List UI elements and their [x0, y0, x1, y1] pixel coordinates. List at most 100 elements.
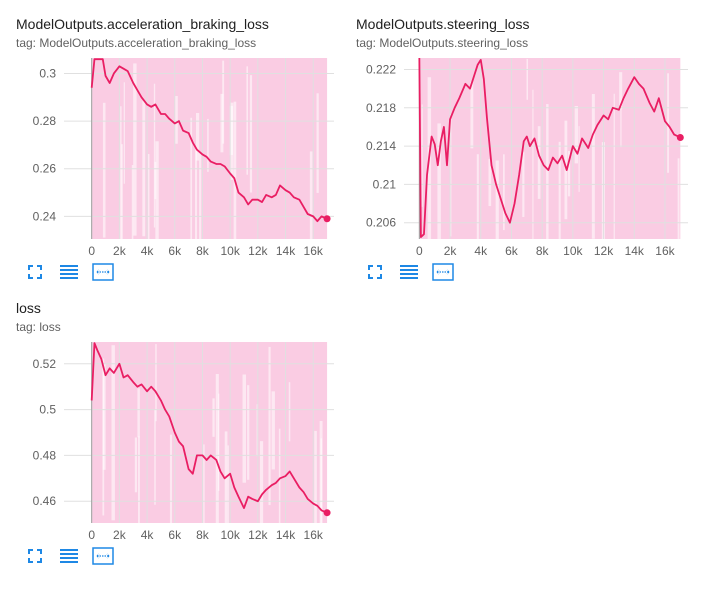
raw-data-band	[91, 342, 328, 523]
raw-data-gap	[278, 428, 281, 523]
fit-domain-icon	[432, 263, 454, 281]
series-line	[418, 57, 681, 238]
raw-data-gap	[233, 101, 237, 239]
raw-data-gap	[449, 113, 452, 237]
x-tick-label: 6k	[505, 244, 519, 258]
x-tick-label: 6k	[168, 244, 182, 258]
raw-data-gap	[316, 93, 319, 193]
y-tick-label: 0.21	[373, 177, 397, 191]
raw-data-gap	[249, 75, 253, 193]
toggle-list-button[interactable]	[58, 546, 80, 566]
raw-data-gap	[268, 346, 271, 506]
raw-data-gap	[133, 63, 137, 236]
x-tick-label: 10k	[220, 528, 240, 542]
raw-data-gap	[155, 141, 159, 239]
raw-data-gap	[309, 151, 313, 239]
x-tick-label: 14k	[276, 528, 296, 542]
x-tick-label: 2k	[444, 244, 458, 258]
line-chart[interactable]: 0.46 0.48 0.5 0.52 0 2k 4k 6k 8k 10k 12k 14k 16k	[16, 340, 338, 545]
y-tick-label: 0.48	[33, 448, 57, 462]
x-tick-label: 4k	[141, 528, 155, 542]
raw-data-gap	[421, 104, 423, 207]
raw-data-gap	[220, 93, 224, 153]
chart-toolbar	[364, 262, 454, 282]
fullscreen-button[interactable]	[24, 262, 46, 282]
raw-data-gap	[123, 82, 125, 184]
fit-domain-icon	[92, 547, 114, 565]
raw-data-gap	[591, 94, 595, 239]
raw-data-gap	[169, 434, 173, 523]
raw-data-gap	[222, 60, 225, 144]
series-end-point	[323, 215, 331, 223]
raw-data-gap	[147, 154, 150, 239]
raw-data-gap	[215, 373, 219, 523]
raw-data-gap	[546, 104, 549, 239]
toggle-list-button[interactable]	[398, 262, 420, 282]
x-tick-label: 4k	[141, 244, 155, 258]
x-tick-label: 0	[88, 244, 95, 258]
y-tick-label: 0.3	[39, 66, 56, 80]
raw-data-gap	[495, 160, 499, 239]
y-tick-label: 0.214	[366, 139, 396, 153]
raw-data-gap	[532, 89, 534, 239]
raw-data-gap	[212, 398, 215, 437]
raw-data-gap	[203, 444, 205, 523]
raw-data-gap	[271, 391, 275, 470]
x-tick-label: 12k	[594, 244, 614, 258]
raw-data-gap	[199, 152, 202, 239]
raw-data-gap	[174, 96, 178, 144]
raw-data-gap	[111, 345, 115, 521]
raw-data-gap	[488, 159, 492, 207]
fit-domain-icon	[92, 263, 114, 281]
x-tick-label: 2k	[113, 528, 127, 542]
toggle-list-button[interactable]	[58, 262, 80, 282]
list-icon	[60, 265, 78, 279]
raw-data-gap	[314, 430, 317, 523]
fullscreen-icon	[368, 265, 382, 279]
fit-domain-button[interactable]	[92, 546, 114, 566]
chart-tag: tag: ModelOutputs.steering_loss	[356, 36, 529, 50]
raw-data-gap	[102, 363, 106, 470]
raw-data-gap	[137, 388, 140, 438]
series-end-point	[676, 133, 684, 141]
x-tick-label: 4k	[474, 244, 488, 258]
x-tick-label: 6k	[168, 528, 182, 542]
raw-data-gap	[218, 393, 220, 491]
raw-data-band	[91, 58, 328, 239]
raw-data-gap	[537, 126, 541, 199]
raw-data-gap	[196, 112, 200, 161]
chart-tag: tag: loss	[16, 320, 61, 334]
raw-data-gap	[558, 141, 561, 239]
fit-domain-button[interactable]	[432, 262, 454, 282]
raw-data-gap	[619, 72, 623, 110]
raw-data-gap	[102, 102, 106, 238]
y-tick-label: 0.218	[366, 101, 396, 115]
fit-domain-button[interactable]	[92, 262, 114, 282]
line-chart[interactable]: 0.24 0.26 0.28 0.3 0 2k 4k 6k 8k 10k 12k 14k 16k	[16, 56, 338, 261]
raw-data-gap	[319, 421, 323, 523]
raw-data-gap	[194, 149, 198, 239]
series-end-point	[323, 509, 331, 517]
chart-title: loss	[16, 300, 41, 316]
fullscreen-button[interactable]	[364, 262, 386, 282]
y-tick-label: 0.28	[33, 114, 57, 128]
list-icon	[60, 549, 78, 563]
raw-data-gap	[154, 161, 157, 200]
chart-title: ModelOutputs.steering_loss	[356, 16, 530, 32]
x-tick-label: 10k	[220, 244, 240, 258]
line-chart[interactable]: 0.206 0.21 0.214 0.218 0.222 0 2k 4k 6k 8k 10k 12k 1…	[356, 56, 692, 261]
y-tick-label: 0.46	[33, 494, 57, 508]
raw-data-gap	[567, 151, 571, 197]
raw-data-gap	[288, 382, 291, 442]
chart-toolbar	[24, 546, 114, 566]
raw-data-gap	[242, 374, 247, 483]
x-tick-label: 12k	[248, 244, 268, 258]
raw-data-gap	[134, 437, 138, 493]
x-tick-label: 8k	[196, 528, 210, 542]
chart-title: ModelOutputs.acceleration_braking_loss	[16, 16, 269, 32]
raw-data-gap	[154, 410, 156, 505]
raw-data-gap	[613, 93, 615, 239]
fullscreen-button[interactable]	[24, 546, 46, 566]
raw-data-gap	[578, 126, 580, 192]
raw-data-gap	[247, 385, 250, 480]
